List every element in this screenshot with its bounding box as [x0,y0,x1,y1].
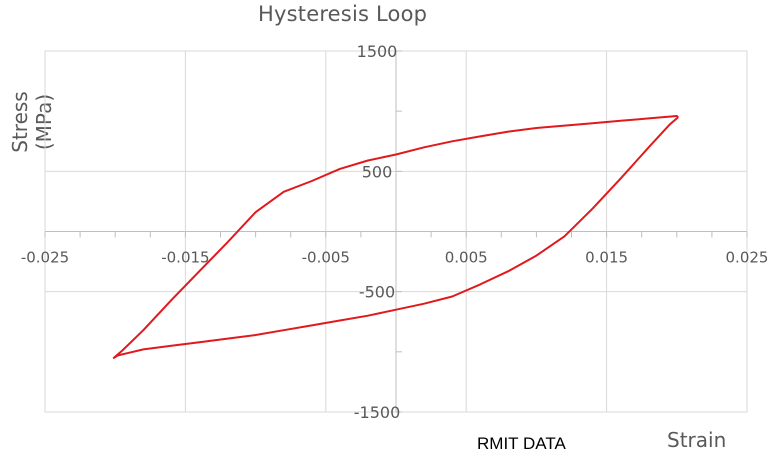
hysteresis-series-line [112,115,679,359]
x-tick-label: 0.015 [585,249,628,267]
y-tick-label: 1500 [357,42,398,61]
x-tick-label: -0.005 [302,249,350,267]
chart-title: Hysteresis Loop [258,2,428,26]
x-tick-label: -0.025 [21,249,69,267]
x-axis-label: Strain [667,428,727,452]
x-tick-label: 0.025 [726,249,769,267]
x-tick-label: -0.015 [161,249,209,267]
source-label: RMIT DATA [477,434,566,453]
y-tick-label: 500 [362,162,393,181]
y-tick-label: -1500 [354,403,401,422]
y-tick-label: -500 [359,283,395,302]
x-tick-label: 0.005 [445,249,488,267]
